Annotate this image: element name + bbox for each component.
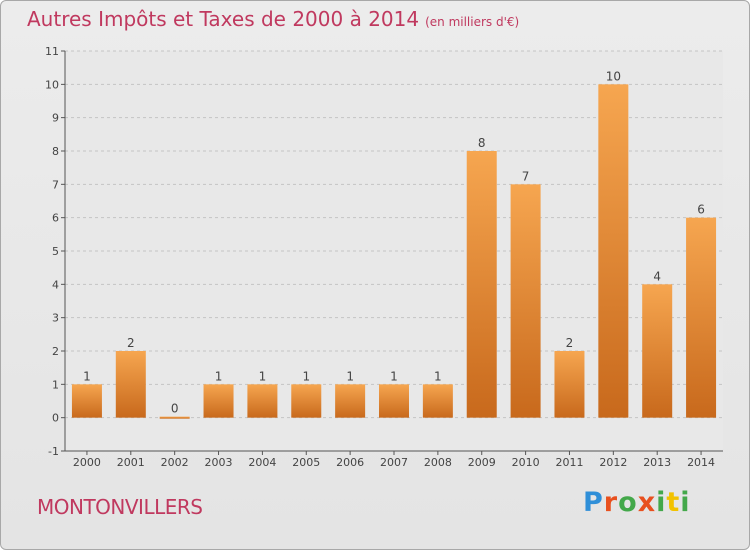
logo-letter: i (680, 487, 691, 518)
y-tick-label: 5 (52, 245, 59, 258)
bar (291, 384, 322, 418)
data-label: 7 (522, 169, 530, 183)
bar (510, 184, 541, 418)
data-label: 1 (302, 369, 310, 383)
x-tick-label: 2003 (205, 456, 233, 469)
bar (335, 384, 366, 418)
bar (71, 384, 102, 418)
bar (598, 84, 629, 418)
y-tick-label: 10 (45, 78, 59, 91)
y-tick-label: 4 (52, 278, 59, 291)
bar (203, 384, 234, 418)
data-label: 1 (434, 369, 442, 383)
data-label: 8 (478, 136, 486, 150)
bar (466, 151, 497, 418)
y-tick-label: 2 (52, 345, 59, 358)
x-tick-label: 2001 (117, 456, 145, 469)
bar (686, 217, 717, 418)
y-tick-label: 7 (52, 178, 59, 191)
x-tick-label: 2012 (599, 456, 627, 469)
proxiti-logo: Proxiti (583, 487, 691, 518)
data-label: 1 (346, 369, 354, 383)
y-tick-label: 3 (52, 312, 59, 325)
logo-letter: t (666, 487, 681, 518)
data-label: 1 (215, 369, 223, 383)
x-tick-label: 2005 (292, 456, 320, 469)
data-label: 1 (390, 369, 398, 383)
y-tick-label: 6 (52, 212, 59, 225)
x-tick-label: 2009 (468, 456, 496, 469)
x-tick-label: 2011 (555, 456, 583, 469)
x-tick-label: 2007 (380, 456, 408, 469)
data-label: 1 (259, 369, 267, 383)
chart-subtitle: (en milliers d'€) (425, 15, 520, 29)
bar (115, 351, 146, 418)
logo-letter: r (603, 487, 619, 518)
y-tick-label: 9 (52, 112, 59, 125)
x-tick-label: 2010 (512, 456, 540, 469)
data-label: 10 (606, 69, 621, 83)
x-tick-label: 2013 (643, 456, 671, 469)
data-label: 2 (127, 336, 135, 350)
data-label: 6 (697, 203, 705, 217)
logo-letter: x (637, 487, 657, 518)
logo-letter: o (618, 487, 638, 518)
location-name: MONTONVILLERS (37, 495, 203, 519)
bar (247, 384, 278, 418)
data-label: 2 (566, 336, 574, 350)
x-tick-label: 2000 (73, 456, 101, 469)
logo-letter: P (583, 487, 604, 518)
x-tick-label: 2002 (161, 456, 189, 469)
x-tick-label: 2014 (687, 456, 715, 469)
y-tick-label: -1 (48, 445, 59, 458)
x-tick-label: 2004 (248, 456, 276, 469)
bar (642, 284, 673, 418)
data-label: 4 (653, 269, 661, 283)
bar (422, 384, 453, 418)
y-tick-label: 11 (45, 45, 59, 58)
x-tick-label: 2008 (424, 456, 452, 469)
y-tick-label: 1 (52, 378, 59, 391)
x-tick-label: 2006 (336, 456, 364, 469)
bar (159, 416, 190, 419)
bar (554, 351, 585, 418)
y-tick-label: 0 (52, 412, 59, 425)
data-label: 0 (171, 402, 179, 416)
y-tick-label: 8 (52, 145, 59, 158)
chart-title: Autres Impôts et Taxes de 2000 à 2014 (en… (27, 7, 520, 31)
data-label: 1 (83, 369, 91, 383)
logo-letter: i (656, 487, 667, 518)
bar (379, 384, 409, 418)
